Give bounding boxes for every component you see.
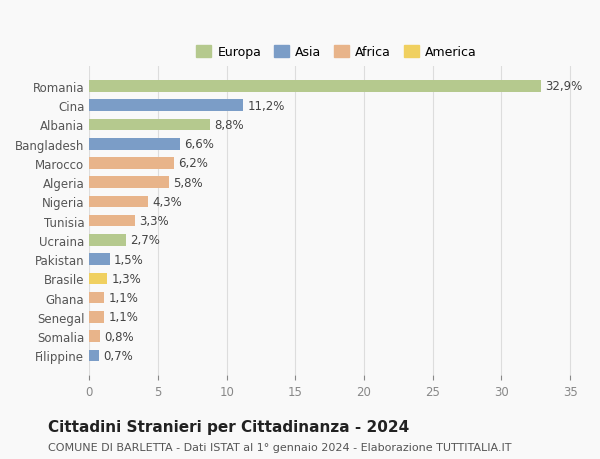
- Bar: [89, 273, 107, 285]
- Text: 4,3%: 4,3%: [152, 196, 182, 208]
- Bar: [89, 139, 180, 150]
- Text: 1,5%: 1,5%: [114, 253, 144, 266]
- Bar: [89, 331, 100, 342]
- Text: 2,7%: 2,7%: [130, 234, 160, 247]
- Bar: [89, 235, 127, 246]
- Bar: [89, 158, 175, 169]
- Text: Cittadini Stranieri per Cittadinanza - 2024: Cittadini Stranieri per Cittadinanza - 2…: [48, 420, 409, 435]
- Text: 6,2%: 6,2%: [179, 157, 208, 170]
- Bar: [89, 81, 541, 93]
- Text: 8,8%: 8,8%: [214, 119, 244, 132]
- Text: 1,1%: 1,1%: [109, 291, 139, 305]
- Legend: Europa, Asia, Africa, America: Europa, Asia, Africa, America: [193, 42, 481, 63]
- Bar: [89, 254, 110, 265]
- Bar: [89, 292, 104, 304]
- Bar: [89, 119, 210, 131]
- Bar: [89, 196, 148, 208]
- Text: 32,9%: 32,9%: [545, 80, 583, 93]
- Text: 11,2%: 11,2%: [247, 100, 284, 112]
- Text: 1,1%: 1,1%: [109, 311, 139, 324]
- Bar: [89, 100, 243, 112]
- Text: 3,3%: 3,3%: [139, 215, 169, 228]
- Text: 6,6%: 6,6%: [184, 138, 214, 151]
- Bar: [89, 312, 104, 323]
- Text: COMUNE DI BARLETTA - Dati ISTAT al 1° gennaio 2024 - Elaborazione TUTTITALIA.IT: COMUNE DI BARLETTA - Dati ISTAT al 1° ge…: [48, 442, 511, 452]
- Text: 0,7%: 0,7%: [103, 349, 133, 362]
- Bar: [89, 215, 134, 227]
- Text: 1,3%: 1,3%: [111, 272, 141, 285]
- Text: 5,8%: 5,8%: [173, 176, 203, 189]
- Bar: [89, 177, 169, 189]
- Bar: [89, 350, 99, 361]
- Text: 0,8%: 0,8%: [104, 330, 134, 343]
